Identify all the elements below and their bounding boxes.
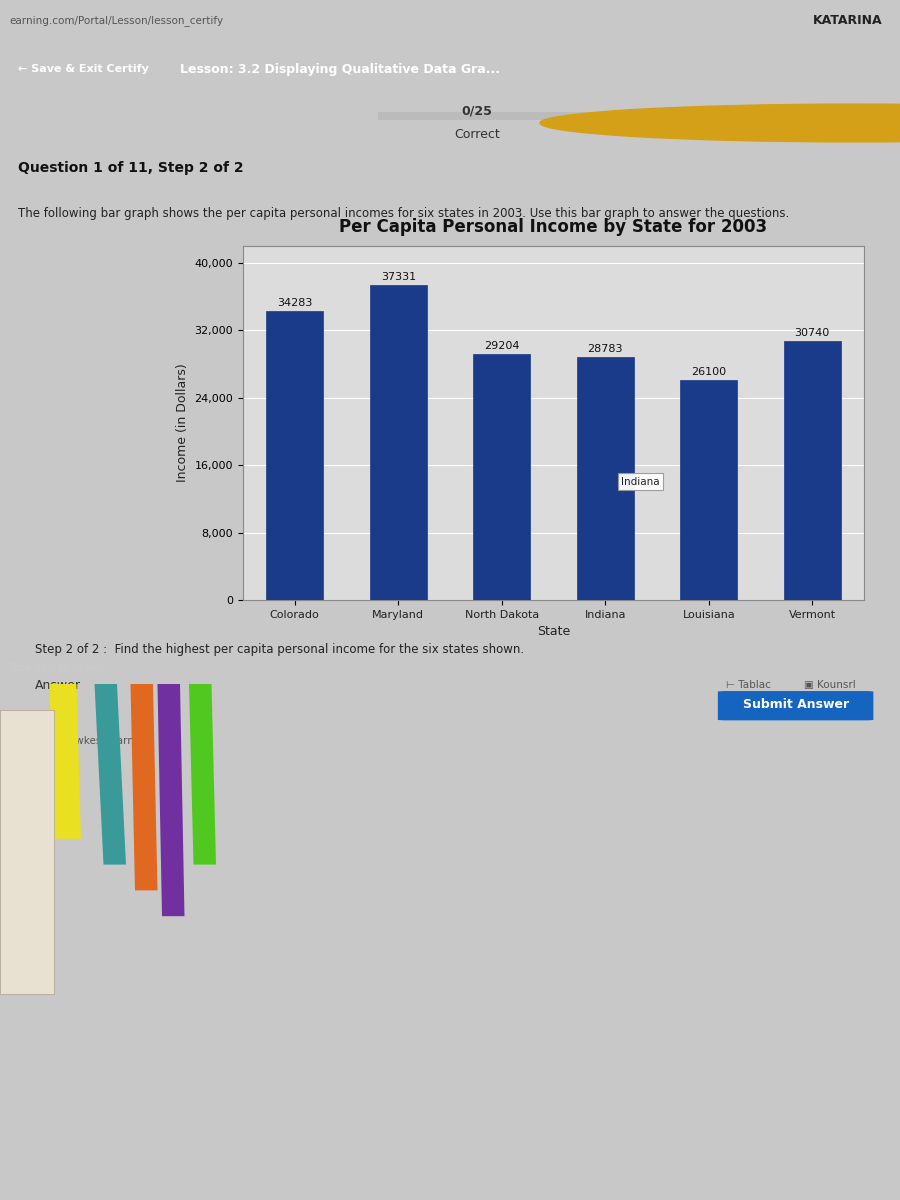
Text: 30740: 30740 [795,328,830,338]
Bar [378,113,783,120]
Text: 34283: 34283 [277,298,312,308]
Text: KATARINA: KATARINA [813,14,882,28]
Text: ⊢ Tablac: ⊢ Tablac [726,680,771,690]
Text: 29204: 29204 [484,341,519,350]
FancyBboxPatch shape [718,691,873,720]
Y-axis label: Income (in Dollars): Income (in Dollars) [176,364,189,482]
Text: Question 1 of 11, Step 2 of 2: Question 1 of 11, Step 2 of 2 [18,161,244,175]
Text: 28783: 28783 [588,344,623,354]
Text: © 2023 Hawkes Learning: © 2023 Hawkes Learning [18,736,150,746]
Text: Step 2 of 2 :  Find the highest per capita personal income for the six states sh: Step 2 of 2 : Find the highest per capit… [35,643,525,655]
Bar [266,311,323,600]
Title: Per Capita Personal Income by State for 2003: Per Capita Personal Income by State for … [339,218,768,236]
Text: ▣ Kounsrl: ▣ Kounsrl [805,680,856,690]
Bar [370,286,427,600]
Polygon shape [130,684,158,890]
Text: Type here to search: Type here to search [9,662,105,673]
Bar [784,341,841,600]
Text: 26100: 26100 [691,367,726,377]
Text: Submit Answer: Submit Answer [742,697,849,710]
Circle shape [540,104,900,142]
Polygon shape [50,684,81,839]
Bar [680,380,737,600]
Polygon shape [94,684,126,864]
Text: earning.com/Portal/Lesson/lesson_certify: earning.com/Portal/Lesson/lesson_certify [9,16,223,26]
Bar [577,358,634,600]
Text: Answer: Answer [35,679,81,692]
Text: 37331: 37331 [381,272,416,282]
Bar [473,354,530,600]
Polygon shape [189,684,216,864]
Bar [0,709,54,994]
Text: Lesson: 3.2 Displaying Qualitative Data Gra...: Lesson: 3.2 Displaying Qualitative Data … [180,62,500,76]
Text: Indiana: Indiana [621,476,660,486]
Text: 0/25: 0/25 [462,104,492,118]
Text: The following bar graph shows the per capita personal incomes for six states in : The following bar graph shows the per ca… [18,206,789,220]
Text: ← Save & Exit Certify: ← Save & Exit Certify [18,64,149,74]
Text: Correct: Correct [454,128,500,142]
X-axis label: State: State [537,625,570,638]
Polygon shape [158,684,184,917]
